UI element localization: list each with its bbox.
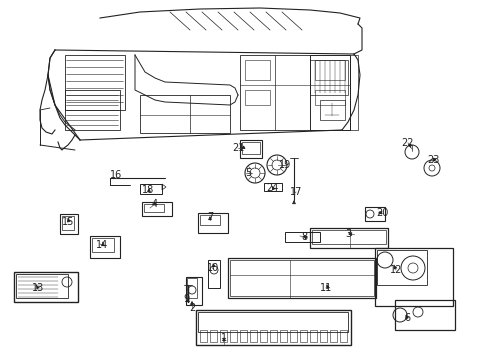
Text: 8: 8 [300, 232, 306, 242]
Bar [196, 310, 350, 345]
Bar [90, 236, 120, 258]
Bar [240, 330, 246, 342]
Text: 12: 12 [389, 265, 401, 275]
Bar [260, 330, 266, 342]
Text: 20: 20 [375, 208, 387, 218]
Bar [207, 260, 220, 288]
Bar [14, 272, 78, 302]
Bar [280, 330, 286, 342]
Text: 2: 2 [188, 303, 195, 313]
Bar [242, 142, 260, 154]
Bar [309, 60, 347, 95]
Bar [374, 248, 452, 306]
Bar [376, 250, 426, 285]
Bar [143, 204, 163, 212]
Bar [140, 95, 229, 133]
Text: 18: 18 [142, 185, 154, 195]
Bar [264, 183, 282, 191]
Bar [185, 277, 202, 305]
Bar [244, 90, 269, 105]
Bar [62, 216, 74, 230]
Bar [140, 184, 162, 194]
Bar [319, 330, 326, 342]
Bar [339, 330, 346, 342]
Bar [240, 140, 262, 158]
Text: 5: 5 [244, 168, 251, 178]
Bar [227, 258, 375, 298]
Bar [198, 213, 227, 233]
Bar [229, 260, 373, 296]
Bar [186, 278, 197, 298]
Text: 23: 23 [426, 155, 438, 165]
Bar [309, 228, 387, 248]
Bar [311, 230, 385, 244]
Bar [229, 330, 237, 342]
Bar [249, 330, 257, 342]
Text: 9: 9 [183, 294, 189, 304]
Bar [198, 312, 347, 332]
Text: 7: 7 [206, 212, 213, 222]
Text: 1: 1 [221, 333, 226, 343]
Bar [92, 238, 114, 252]
Text: 14: 14 [96, 240, 108, 250]
Bar [65, 55, 125, 110]
Text: 3: 3 [344, 229, 350, 239]
Bar [209, 330, 217, 342]
Bar [60, 214, 78, 234]
Bar [220, 330, 226, 342]
Bar [329, 330, 336, 342]
Bar [394, 300, 454, 330]
Text: 21: 21 [231, 143, 244, 153]
Bar [289, 330, 296, 342]
Bar [309, 330, 316, 342]
Bar [200, 215, 220, 225]
Text: 15: 15 [61, 217, 74, 227]
Bar [240, 55, 349, 130]
Text: 17: 17 [289, 187, 302, 197]
Text: 24: 24 [265, 183, 278, 193]
Bar [65, 90, 120, 130]
Bar [319, 100, 345, 120]
Text: 19: 19 [278, 160, 290, 170]
Text: 6: 6 [403, 313, 409, 323]
Text: 22: 22 [401, 138, 413, 148]
Bar [269, 330, 276, 342]
Bar [314, 60, 345, 80]
Text: 13: 13 [32, 283, 44, 293]
Bar [299, 330, 306, 342]
Bar [364, 207, 384, 221]
Bar [285, 232, 319, 242]
Bar [200, 330, 206, 342]
Bar [142, 202, 172, 216]
Text: 16: 16 [110, 170, 122, 180]
Bar [16, 274, 68, 298]
Text: 10: 10 [206, 263, 219, 273]
Bar [309, 55, 349, 130]
Bar [244, 60, 269, 80]
Text: 4: 4 [152, 199, 158, 209]
Bar [314, 90, 345, 105]
Text: 11: 11 [319, 283, 331, 293]
Bar [349, 55, 357, 130]
